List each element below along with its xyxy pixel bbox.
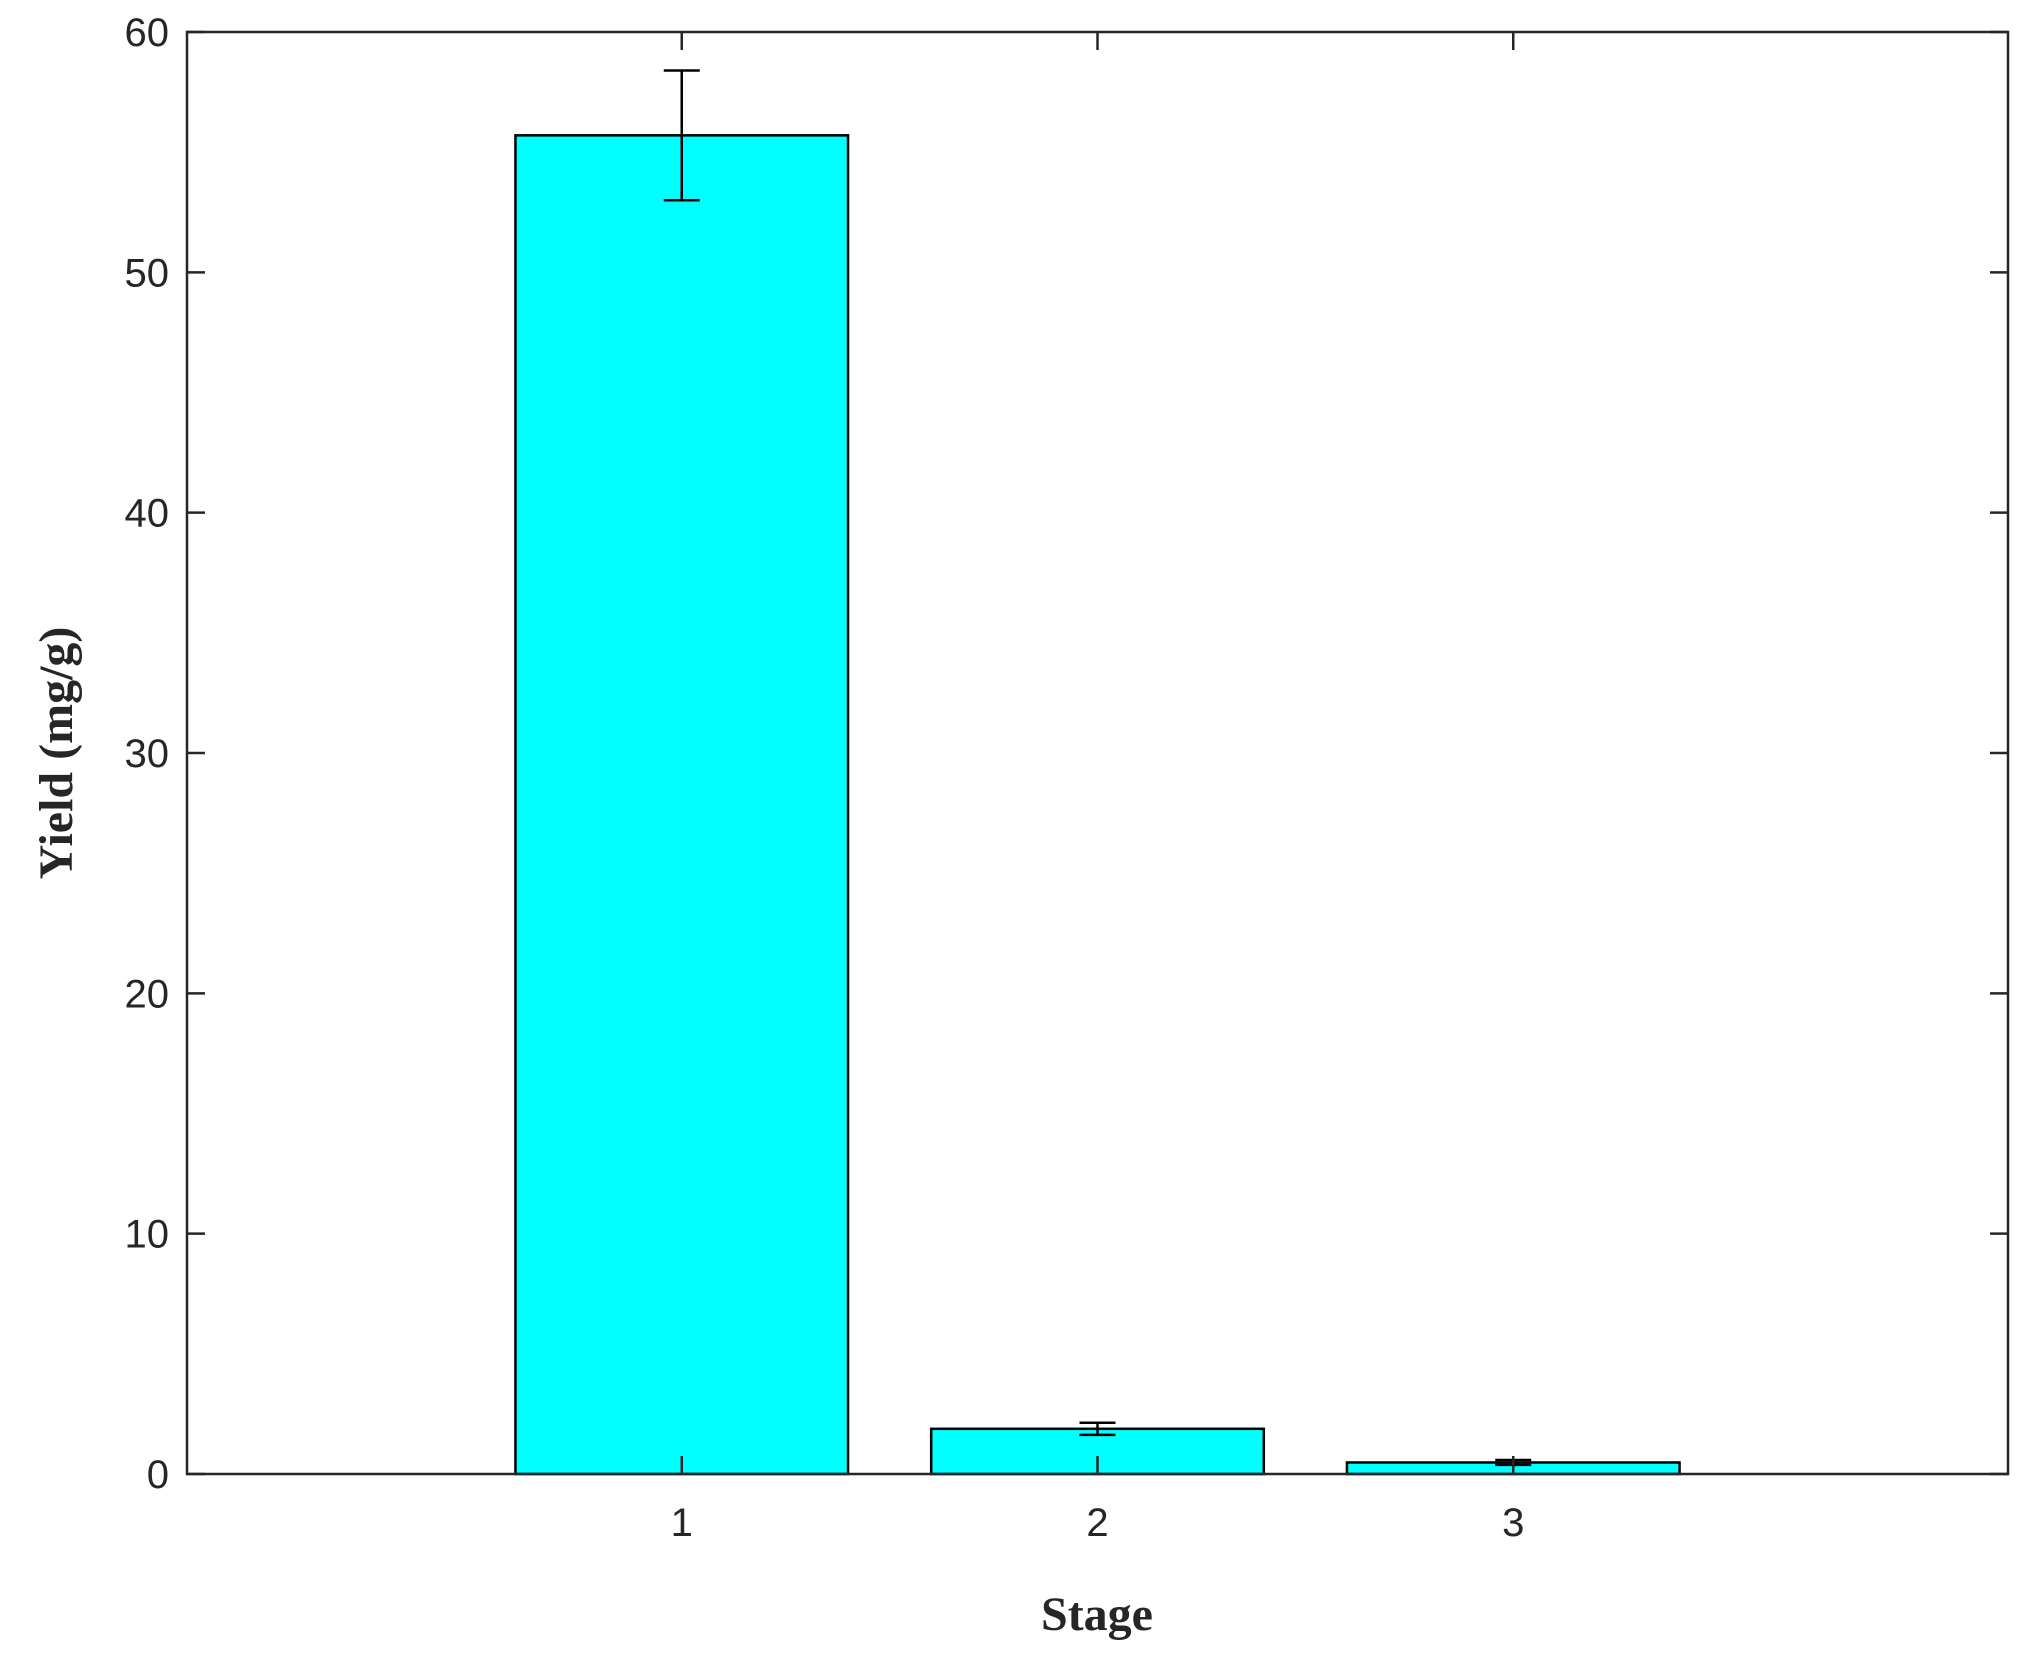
y-tick-label: 10 [125,1213,170,1257]
x-axis-label: Stage [1041,1588,1153,1641]
y-tick-label: 60 [125,11,170,55]
plot-frame [185,30,2010,1476]
x-tick-label: 1 [671,1501,693,1545]
y-tick-label: 40 [125,492,170,536]
y-tick-label: 50 [125,251,170,295]
y-tick-label: 30 [125,732,170,776]
error-bar [1079,1421,1116,1437]
y-tick-label: 0 [147,1453,169,1497]
error-bar [663,69,700,202]
x-tick-label: 3 [1502,1501,1524,1545]
y-tick-label: 20 [125,972,170,1016]
y-axis-label: Yield (mg/g) [30,627,83,880]
bar [514,134,850,1476]
x-tick-label: 2 [1086,1501,1108,1545]
